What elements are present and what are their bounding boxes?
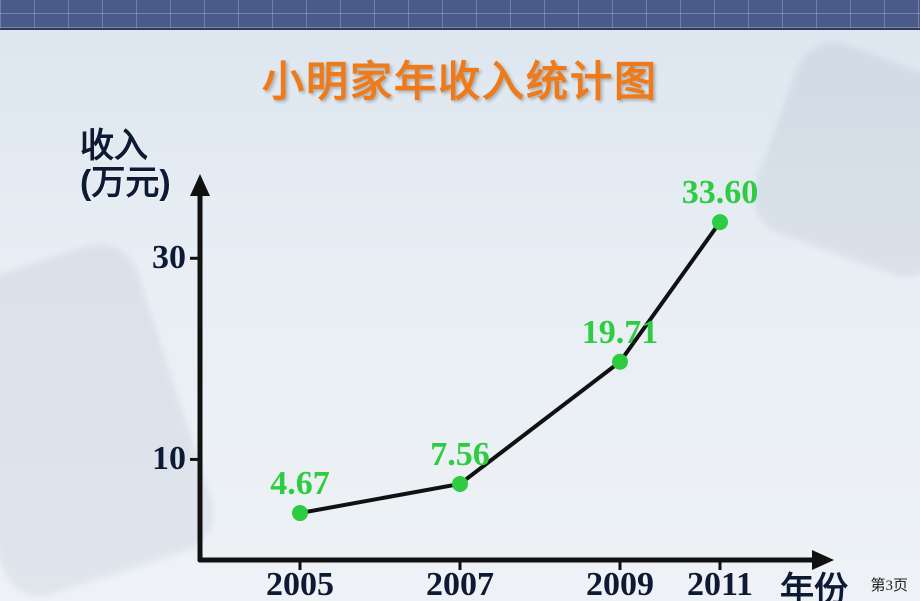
chart-area	[0, 0, 920, 601]
x-tick-label: 2009	[570, 566, 670, 601]
y-tick-label: 30	[130, 239, 186, 277]
x-tick-label: 2005	[250, 566, 350, 601]
data-point-label: 4.67	[270, 465, 330, 503]
y-tick-label: 10	[130, 440, 186, 478]
chart-svg	[0, 0, 920, 601]
x-axis-label: 年份	[780, 562, 848, 601]
data-point-label: 19.71	[582, 314, 659, 352]
x-tick-label: 2007	[410, 566, 510, 601]
data-point-label: 33.60	[682, 174, 759, 212]
page-number: 第3页	[870, 574, 908, 595]
x-tick-label: 2011	[670, 566, 770, 601]
data-point-label: 7.56	[430, 436, 490, 474]
